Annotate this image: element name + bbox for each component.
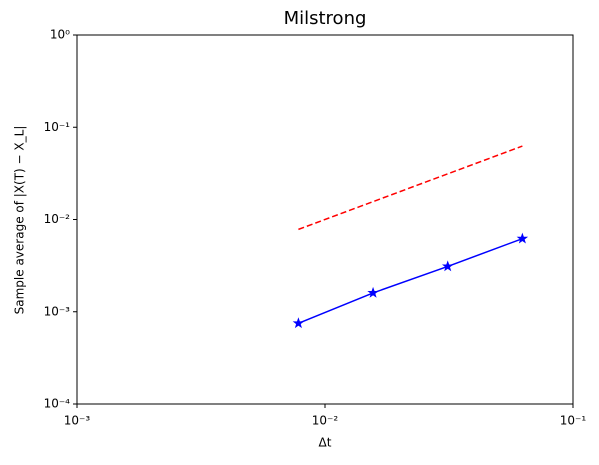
x-tick-label: 10⁻¹ [560,414,587,428]
y-axis-label: Sample average of |X(T) − X_L| [13,126,27,315]
x-tick-label: 10⁻³ [64,414,91,428]
chart-title: Milstrong [284,8,367,29]
y-tick-label: 10⁻¹ [44,120,71,134]
y-tick-label: 10⁻³ [44,304,71,318]
x-axis-label: Δt [319,436,332,450]
series-line [298,145,523,231]
data-point [516,232,529,244]
y-tick-label: 10⁰ [50,28,70,42]
data-point [441,260,454,272]
series-line [298,237,523,324]
data-point [292,317,305,329]
x-tick-label: 10⁻² [312,414,339,428]
data-point [367,286,379,298]
y-tick-label: 10⁻⁴ [44,397,71,411]
y-tick-label: 10⁻² [44,212,71,226]
